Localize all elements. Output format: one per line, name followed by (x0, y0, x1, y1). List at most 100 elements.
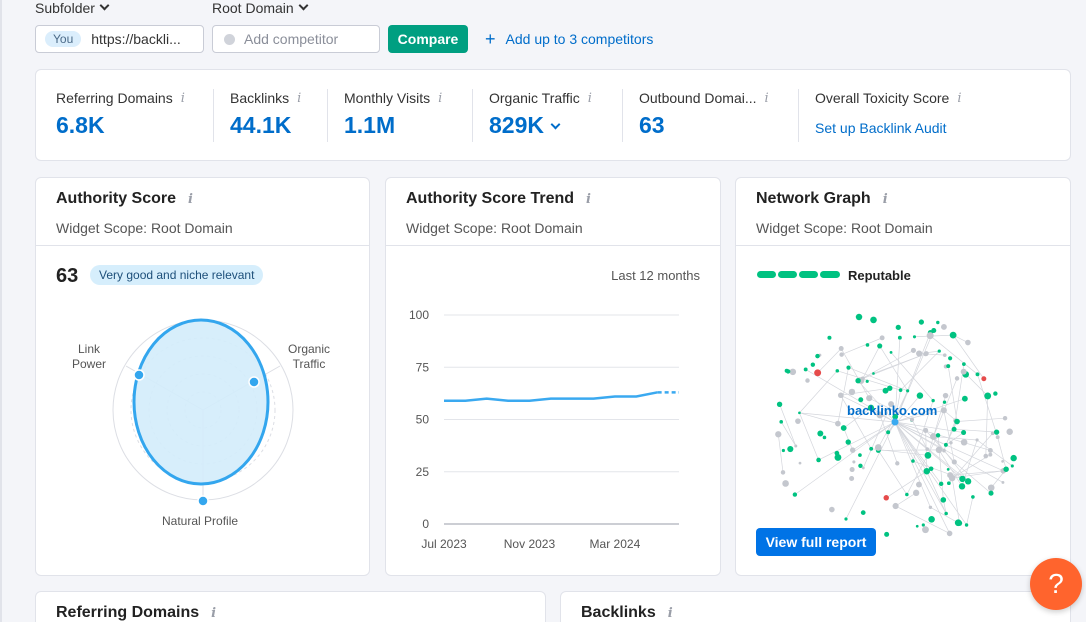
you-badge: You (45, 31, 82, 47)
info-icon[interactable]: i (211, 605, 217, 621)
network-node (855, 313, 863, 321)
network-node (925, 447, 930, 451)
metric-toxicity-score: Overall Toxicity Score i Set up Backlink … (815, 90, 962, 136)
network-edge (900, 350, 940, 391)
network-node (795, 418, 801, 424)
network-node (883, 495, 889, 501)
divider (472, 89, 473, 142)
network-node (988, 490, 994, 496)
network-node (942, 400, 947, 404)
metric-outbound-domains[interactable]: Outbound Domai... i 63 (639, 90, 769, 139)
network-node (849, 475, 855, 481)
network-node (776, 401, 783, 407)
left-border (0, 0, 2, 622)
metrics-card: Referring Domains i 6.8K Backlinks i 44.1K… (35, 69, 1071, 161)
filter-bar: Subfolder Root Domain You https://backli… (35, 0, 1075, 60)
network-edge (879, 345, 908, 392)
network-edge (878, 450, 908, 495)
info-icon[interactable]: i (438, 90, 443, 106)
divider (622, 89, 623, 142)
network-node (910, 347, 916, 353)
network-node (954, 418, 960, 425)
radar-label-organic-traffic: Organic Traffic (288, 342, 331, 371)
network-node (827, 335, 832, 340)
network-node (898, 388, 903, 392)
info-icon[interactable]: i (957, 90, 962, 106)
network-node (984, 392, 992, 400)
network-node (906, 389, 910, 393)
network-center-node[interactable] (891, 418, 899, 426)
divider (798, 89, 799, 142)
network-graph[interactable] (736, 178, 1072, 577)
compare-button[interactable]: Compare (388, 25, 468, 53)
network-node (912, 335, 917, 339)
network-edge (953, 364, 965, 430)
metric-organic-traffic[interactable]: Organic Traffic i 829K (489, 90, 592, 139)
authority-score-badge: Very good and niche relevant (90, 265, 264, 285)
network-node (987, 484, 995, 492)
network-node (869, 446, 874, 451)
network-node (990, 431, 995, 436)
info-icon[interactable]: i (764, 90, 769, 106)
metric-value[interactable]: 44.1K (230, 112, 292, 138)
network-edge (799, 370, 838, 414)
network-node (948, 356, 953, 361)
root-domain-dropdown[interactable]: Root Domain (212, 0, 309, 16)
network-node (924, 451, 932, 459)
network-graph-widget: Network Graph i Widget Scope: Root Domain… (735, 177, 1071, 576)
metric-value[interactable]: 1.1M (344, 112, 396, 138)
network-node (949, 331, 957, 339)
subfolder-dropdown[interactable]: Subfolder (35, 0, 110, 16)
help-button[interactable]: ? (1030, 558, 1082, 610)
info-icon[interactable]: i (188, 191, 193, 207)
network-node (822, 435, 827, 440)
network-node (916, 350, 923, 357)
metric-monthly-visits[interactable]: Monthly Visits i 1.1M (344, 90, 442, 139)
network-edge (887, 395, 921, 433)
network-node (1010, 454, 1017, 462)
network-edge (873, 353, 927, 374)
metric-value[interactable]: 63 (639, 112, 665, 138)
network-edge (945, 421, 958, 446)
network-node (954, 376, 960, 381)
metric-value[interactable]: 6.8K (56, 112, 105, 138)
network-node (926, 332, 934, 340)
network-node (993, 391, 998, 396)
info-icon[interactable]: i (587, 90, 592, 106)
network-edge (799, 412, 819, 461)
info-icon[interactable]: i (297, 90, 302, 106)
network-edge (886, 470, 927, 499)
network-node (780, 470, 786, 475)
network-node (835, 420, 841, 427)
network-edge (894, 421, 991, 451)
metric-value-dropdown[interactable]: 829K (489, 112, 592, 139)
network-node (930, 433, 937, 440)
metric-backlinks[interactable]: Backlinks i 44.1K (230, 90, 301, 139)
radar-point-natural-profile[interactable] (197, 495, 209, 507)
network-edge (779, 404, 797, 447)
network-node (975, 372, 980, 377)
network-edge (840, 394, 896, 423)
info-icon[interactable]: i (586, 191, 591, 207)
network-edge (817, 348, 842, 374)
setup-backlink-audit-link[interactable]: Set up Backlink Audit (815, 120, 947, 136)
x-tick-label: Mar 2024 (590, 537, 641, 551)
url-field[interactable]: You https://backli... (35, 25, 204, 53)
network-node (839, 352, 844, 357)
metric-referring-domains[interactable]: Referring Domains i 6.8K (56, 90, 185, 139)
radar-point-organic-traffic[interactable] (248, 376, 260, 388)
network-node (918, 319, 925, 325)
network-node (835, 369, 840, 373)
network-node (892, 413, 899, 420)
info-icon[interactable]: i (180, 90, 185, 106)
competitor-input[interactable]: Add competitor (212, 25, 380, 53)
network-edge (945, 432, 964, 446)
radar-point-link-power[interactable] (133, 369, 145, 381)
info-icon[interactable]: i (667, 605, 673, 621)
add-competitors-link[interactable]: + Add up to 3 competitors (485, 30, 653, 48)
view-full-report-button[interactable]: View full report (756, 528, 876, 556)
network-edge (976, 439, 1013, 467)
network-edge (894, 421, 963, 480)
info-icon[interactable]: i (882, 191, 888, 207)
network-edge (794, 421, 896, 495)
